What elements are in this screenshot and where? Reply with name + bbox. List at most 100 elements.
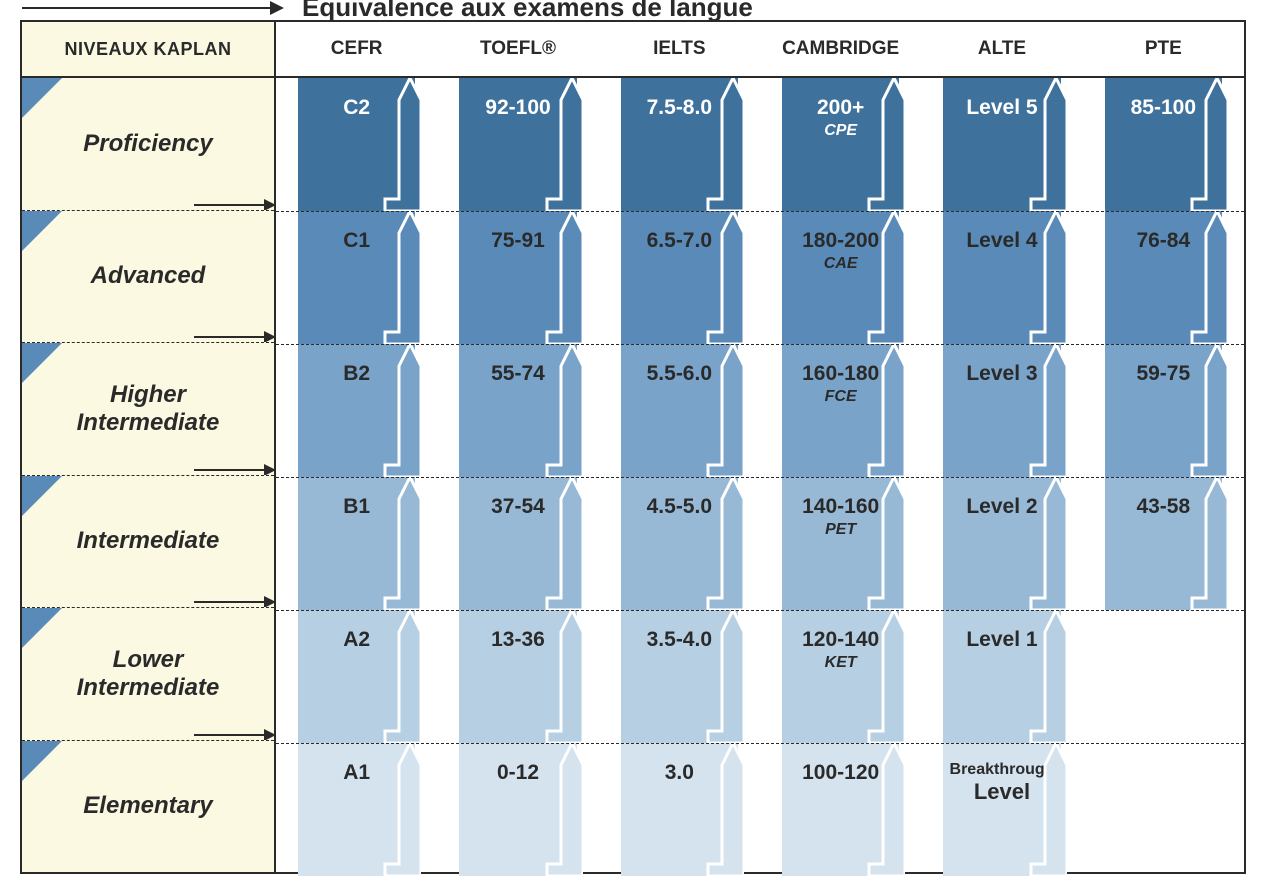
exam-cell: Level 1 [943, 610, 1060, 743]
chart-title: Équivalence aux examens de langue [302, 0, 753, 23]
triangle-icon [22, 343, 62, 383]
cell-main-value: C1 [343, 229, 370, 253]
exam-cell: 7.5-8.0 [621, 78, 738, 211]
exam-cell: B1 [298, 477, 415, 610]
exam-cell: 75-91 [459, 211, 576, 344]
exam-cell: C2 [298, 78, 415, 211]
exam-cell: 85-100 [1105, 78, 1222, 211]
divider-line [276, 211, 1244, 212]
header-exam-toefl: TOEFL® [437, 22, 598, 76]
kaplan-level-row: Proficiency [22, 78, 274, 211]
title-arrow-icon [22, 7, 282, 9]
exam-columns-area: C2C1B2B1A2A1 92-10075-9155-7437-5413-360… [276, 78, 1244, 872]
cell-sub-value: KET [825, 654, 857, 672]
kaplan-level-label: HigherIntermediate [77, 381, 220, 436]
cell-main-value: 6.5-7.0 [647, 229, 712, 253]
triangle-icon [22, 741, 62, 781]
header-exam-pte: PTE [1083, 22, 1244, 76]
triangle-icon [22, 608, 62, 648]
cell-main-value: 5.5-6.0 [647, 362, 712, 386]
exam-cell: Level 2 [943, 477, 1060, 610]
exam-cell: 37-54 [459, 477, 576, 610]
cell-main-value: B2 [343, 362, 370, 386]
title-bar: Équivalence aux examens de langue [22, 0, 753, 23]
cell-main-value: Level 4 [966, 229, 1037, 253]
cell-main-value: 0-12 [497, 761, 539, 785]
kaplan-level-row: LowerIntermediate [22, 608, 274, 741]
exam-cell: 59-75 [1105, 344, 1222, 477]
cell-main-value: 4.5-5.0 [647, 495, 712, 519]
exam-cell: 43-58 [1105, 477, 1222, 610]
row-arrow-icon [194, 464, 274, 476]
exam-cell: C1 [298, 211, 415, 344]
cell-main-value: 200+ [817, 96, 864, 120]
kaplan-level-label: Advanced [91, 262, 206, 290]
kaplan-level-label: LowerIntermediate [77, 646, 220, 701]
cell-sub-value: Level [974, 779, 1030, 805]
chart-body: Proficiency Advanced HigherIntermediate Int… [22, 78, 1244, 872]
exam-cell: A1 [298, 743, 415, 876]
exam-cell: 6.5-7.0 [621, 211, 738, 344]
cell-main-value: 13-36 [491, 628, 545, 652]
cell-main-value: 180-200 [802, 229, 879, 253]
header-exam-alte: ALTE [921, 22, 1082, 76]
divider-line [276, 743, 1244, 744]
exam-cell: 120-140 KET [782, 610, 899, 743]
cell-main-value: Level 1 [966, 628, 1037, 652]
exam-columns: C2C1B2B1A2A1 92-10075-9155-7437-5413-360… [276, 78, 1244, 872]
cell-main-value: 92-100 [485, 96, 550, 120]
divider-line [276, 477, 1244, 478]
cell-main-value: 76-84 [1136, 229, 1190, 253]
cell-main-value: 3.0 [665, 761, 694, 785]
exam-column-pte: 85-100 76-84 59-75 43-58 [1083, 78, 1244, 872]
kaplan-level-label: Proficiency [83, 130, 212, 158]
kaplan-level-row: Elementary [22, 741, 274, 873]
exam-cell: 92-100 [459, 78, 576, 211]
exam-cell: Level 4 [943, 211, 1060, 344]
exam-cell: 160-180FCE [782, 344, 899, 477]
exam-cell: 55-74 [459, 344, 576, 477]
cell-main-value: 75-91 [491, 229, 545, 253]
cell-main-value: 140-160 [802, 495, 879, 519]
header-exams: CEFRTOEFL®IELTSCAMBRIDGEALTEPTE [276, 22, 1244, 76]
cell-main-value: Level 5 [966, 96, 1037, 120]
exam-cell: B2 [298, 344, 415, 477]
divider-line [276, 344, 1244, 345]
exam-cell: 140-160PET [782, 477, 899, 610]
exam-cell: Level 5 [943, 78, 1060, 211]
cell-main-value: 85-100 [1131, 96, 1196, 120]
cell-main-value: Breakthrough [950, 761, 1055, 779]
exam-cell: 180-200 CAE [782, 211, 899, 344]
exam-cell: 13-36 [459, 610, 576, 743]
exam-cell: 3.5-4.0 [621, 610, 738, 743]
exam-cell: 100-120 [782, 743, 899, 876]
cell-main-value: 59-75 [1136, 362, 1190, 386]
kaplan-level-row: Advanced [22, 211, 274, 344]
triangle-icon [22, 78, 62, 118]
exam-cell: 4.5-5.0 [621, 477, 738, 610]
row-arrow-icon [194, 729, 274, 741]
exam-cell: 76-84 [1105, 211, 1222, 344]
kaplan-levels-column: Proficiency Advanced HigherIntermediate Int… [22, 78, 276, 872]
cell-main-value: 120-140 [802, 628, 879, 652]
kaplan-level-label: Elementary [83, 792, 212, 820]
cell-sub-value: FCE [825, 388, 857, 406]
equivalence-chart: Équivalence aux examens de langue NIVEAU… [20, 20, 1246, 874]
header-kaplan: NIVEAUX KAPLAN [22, 22, 276, 76]
cell-main-value: Level 3 [966, 362, 1037, 386]
exam-cell: BreakthroughLevel [943, 743, 1060, 876]
cell-main-value: Level 2 [966, 495, 1037, 519]
cell-main-value: 3.5-4.0 [647, 628, 712, 652]
kaplan-level-row: Intermediate [22, 476, 274, 609]
exam-cell: 3.0 [621, 743, 738, 876]
cell-main-value: 55-74 [491, 362, 545, 386]
cell-sub-value: CAE [824, 255, 858, 273]
exam-column-cefr: C2C1B2B1A2A1 [276, 78, 437, 872]
cell-main-value: 100-120 [802, 761, 879, 785]
cell-main-value: 37-54 [491, 495, 545, 519]
exam-column-toefl: 92-100 75-91 55-74 37-54 13-36 0-12 [437, 78, 598, 872]
kaplan-level-label: Intermediate [77, 527, 220, 555]
row-arrow-icon [194, 331, 274, 343]
cell-main-value: C2 [343, 96, 370, 120]
divider-line [276, 610, 1244, 611]
